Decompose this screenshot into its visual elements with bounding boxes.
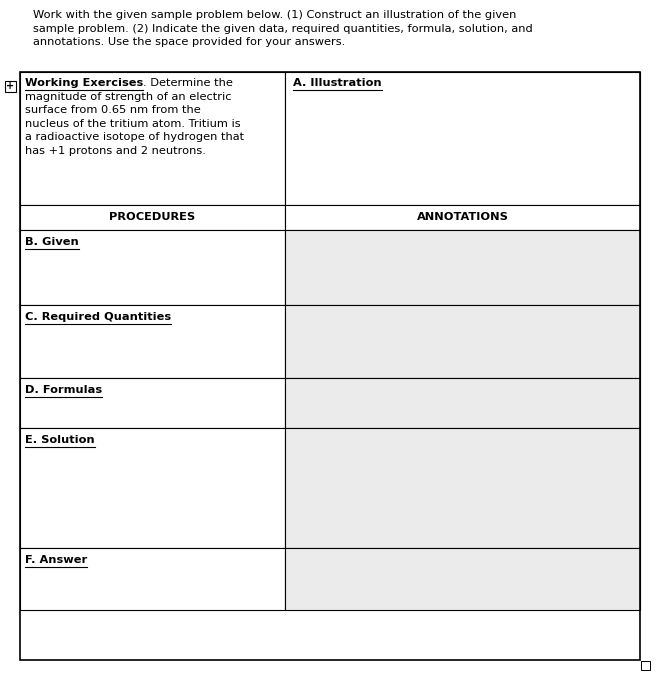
Bar [5,81,16,92]
Bar [20,428,285,548]
Text: +: + [7,81,15,91]
Text: Work with the given sample problem below. (1) Construct an illustration of the g: Work with the given sample problem below… [33,10,516,20]
Text: F. Answer: F. Answer [25,555,87,565]
Text: Working Exercises: Working Exercises [25,78,143,88]
Bar [20,72,285,205]
Bar [285,378,640,428]
Text: annotations. Use the space provided for your answers.: annotations. Use the space provided for … [33,37,345,47]
Bar [285,548,640,610]
Text: . Determine the: . Determine the [143,78,233,88]
Bar [20,548,285,610]
Bar [641,661,650,670]
Text: D. Formulas: D. Formulas [25,385,102,395]
Bar [20,72,640,660]
Bar [20,205,285,230]
Text: sample problem. (2) Indicate the given data, required quantities, formula, solut: sample problem. (2) Indicate the given d… [33,23,533,33]
Bar [20,230,285,305]
Text: E. Solution: E. Solution [25,435,95,445]
Bar [285,305,640,378]
Bar [20,378,285,428]
Bar [20,305,285,378]
Bar [285,428,640,548]
Text: B. Given: B. Given [25,237,79,247]
Text: PROCEDURES: PROCEDURES [110,213,196,222]
Text: C. Required Quantities: C. Required Quantities [25,312,171,322]
Text: magnitude of strength of an electric
surface from 0.65 nm from the
nucleus of th: magnitude of strength of an electric sur… [25,91,244,156]
Text: ANNOTATIONS: ANNOTATIONS [417,213,509,222]
Bar [285,205,640,230]
Bar [285,230,640,305]
Text: A. Illustration: A. Illustration [293,78,382,88]
Bar [285,72,640,205]
